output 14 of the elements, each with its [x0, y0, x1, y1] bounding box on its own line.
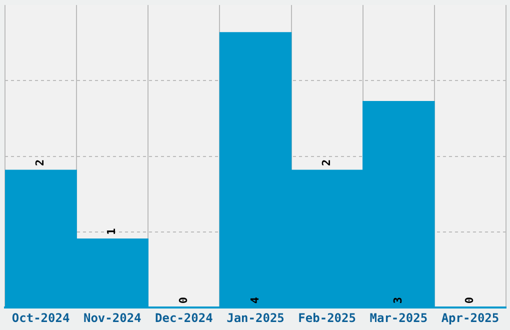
x-tick-label: Nov-2024: [83, 310, 142, 325]
data-label: 4: [248, 296, 262, 304]
data-label: 0: [176, 296, 190, 304]
x-tick-label: Apr-2025: [441, 310, 500, 325]
x-tick-label: Mar-2025: [370, 310, 428, 325]
data-label: 1: [105, 228, 118, 235]
data-label: 2: [320, 159, 333, 166]
x-tick-label: Oct-2024: [12, 310, 70, 325]
data-label: 3: [392, 296, 404, 304]
x-tick-label: Feb-2025: [298, 310, 356, 325]
data-label: 0: [463, 296, 476, 304]
x-tick-label: Dec-2024: [155, 310, 213, 325]
data-label: 2: [34, 159, 47, 166]
x-tick-label: Jan-2025: [226, 310, 284, 325]
